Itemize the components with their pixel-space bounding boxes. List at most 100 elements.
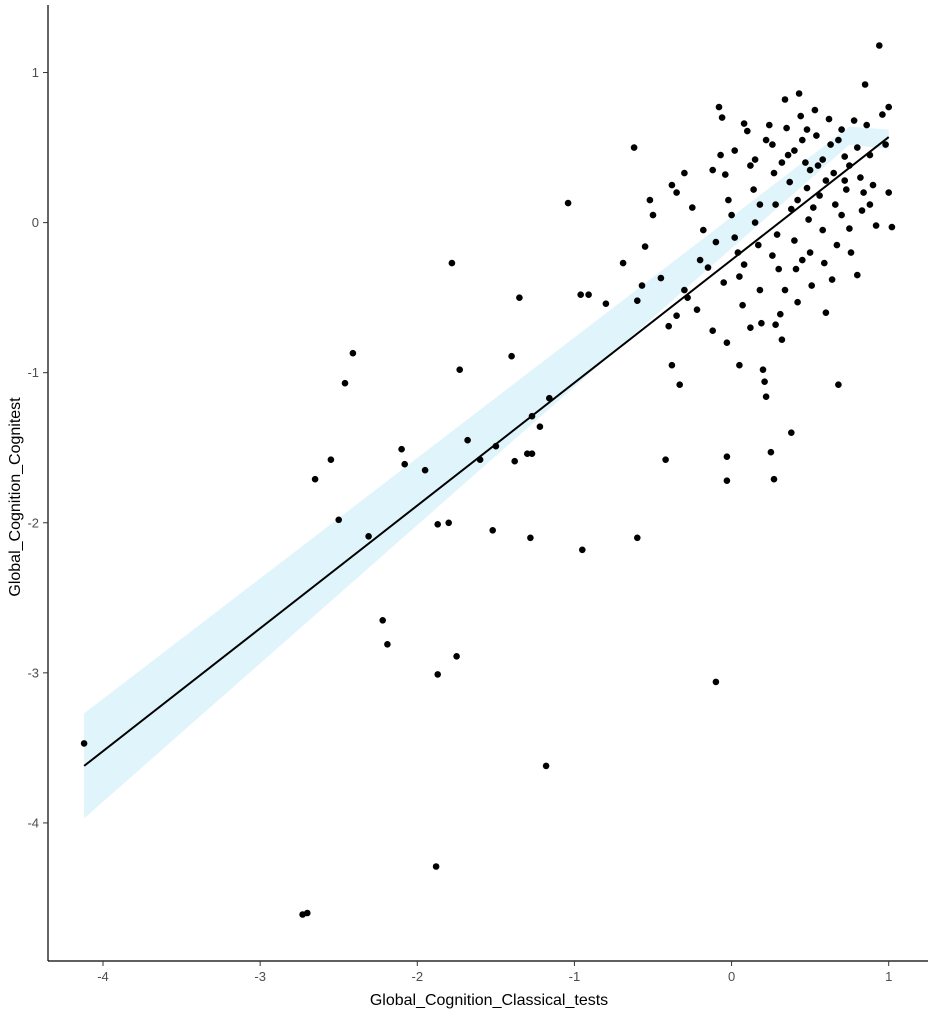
data-point [775,265,782,273]
data-point [731,147,738,154]
data-point [740,120,748,127]
data-point [700,226,707,234]
data-point [758,319,765,327]
data-point [813,132,820,139]
data-point [841,177,848,184]
data-point [772,201,779,208]
data-point [843,186,850,193]
data-point [791,237,798,244]
data-point [792,265,800,273]
data-point [665,322,672,330]
data-point [811,106,819,114]
data-point [803,184,811,192]
data-point [755,241,762,249]
data-point [786,178,793,186]
data-point [445,519,453,527]
data-point [747,162,754,169]
data-point [681,286,688,294]
data-point [888,223,896,231]
data-point [717,151,724,159]
data-point [869,181,877,189]
data-point [822,177,830,184]
data-point [759,366,767,374]
data-point [838,211,845,219]
data-point [866,151,874,159]
data-point [536,423,544,431]
data-point [781,286,789,294]
data-point [876,42,883,49]
y-tick-label: -3 [27,665,39,680]
data-point [379,617,387,624]
data-point [747,324,754,332]
data-point [791,147,798,154]
data-point [432,863,440,870]
data-point [311,475,319,483]
data-point [879,111,886,118]
data-point [723,339,731,347]
data-point [668,361,676,369]
data-point [546,394,553,402]
data-point [854,271,861,279]
data-point [860,189,867,196]
data-point [803,126,811,133]
data-point [814,162,822,169]
y-tick-label: 1 [32,65,39,80]
data-point [832,201,839,208]
data-point [819,156,826,163]
data-point [649,211,657,219]
x-tick-label: -1 [569,969,581,984]
data-point [689,204,696,211]
data-point [802,159,809,166]
data-point [761,378,768,386]
data-point [634,534,641,542]
x-tick-label: 1 [885,969,892,984]
data-point [830,169,837,177]
data-point [585,291,592,299]
data-point [723,477,731,485]
data-point [769,141,776,148]
data-point [528,450,536,458]
data-point [476,456,484,464]
data-point [794,298,801,306]
data-point [788,429,795,437]
data-point [722,171,729,178]
data-point [819,226,826,234]
data-point [725,196,732,204]
regression-line-layer [83,136,890,767]
data-point [794,196,801,204]
data-point [673,189,680,196]
data-point [744,127,751,135]
data-point [638,282,646,289]
data-point [709,166,716,174]
data-point [734,249,742,256]
data-point [646,196,654,204]
data-point [827,141,834,148]
data-point [828,276,836,283]
data-point [542,762,550,770]
data-point [728,211,735,219]
data-point [825,115,833,123]
data-point [882,141,889,148]
data-point [80,740,88,747]
y-tick-label: -4 [27,815,39,830]
data-point [846,225,853,232]
data-point [564,199,572,207]
data-point [398,445,405,453]
data-point [304,909,311,917]
data-point [861,81,869,88]
x-tick-label: -3 [254,969,266,984]
data-point [739,301,746,309]
data-point [773,231,781,238]
data-point [349,349,357,357]
data-point [835,136,842,144]
data-point [858,207,866,214]
x-tick-label: -2 [412,969,424,984]
data-point [384,641,391,648]
data-point [401,460,409,468]
data-points-layer [80,42,896,918]
data-point [821,259,828,267]
data-point [762,136,770,144]
x-axis-title: Global_Cognition_Classical_tests [370,992,608,1009]
data-point [833,241,841,249]
